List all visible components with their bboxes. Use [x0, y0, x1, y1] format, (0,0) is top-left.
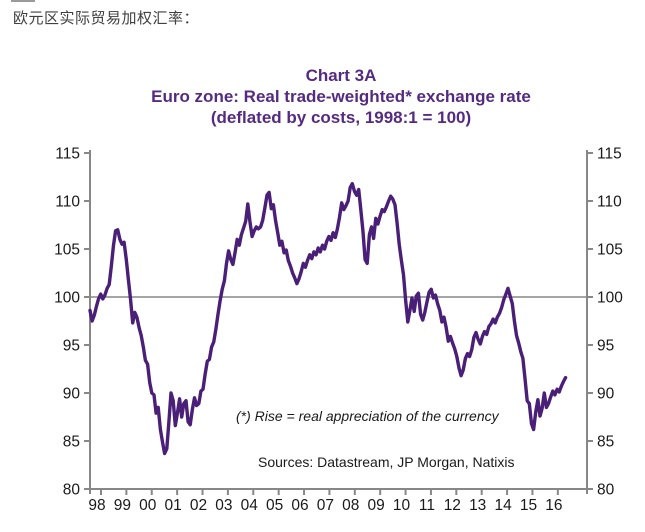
- x-tick-label: 02: [190, 497, 207, 514]
- x-tick-label: 04: [241, 497, 259, 514]
- x-tick-label: 99: [114, 497, 131, 514]
- x-tick-label: 00: [139, 497, 157, 514]
- y-tick-label-left: 95: [63, 338, 80, 355]
- x-tick-label: 05: [266, 497, 283, 514]
- sources-note: Sources: Datastream, JP Morgan, Natixis: [258, 454, 515, 470]
- footnote-annotation: (*) Rise = real appreciation of the curr…: [236, 408, 499, 424]
- chart-title-block: Chart 3A Euro zone: Real trade-weighted*…: [37, 65, 645, 128]
- chart-title: Euro zone: Real trade-weighted* exchange…: [151, 87, 531, 106]
- y-tick-label-right: 100: [597, 290, 623, 307]
- x-tick-label: 08: [342, 497, 359, 514]
- x-tick-label: 01: [165, 497, 182, 514]
- x-tick-label: 13: [469, 497, 486, 514]
- y-tick-label-right: 80: [597, 482, 615, 499]
- y-tick-label-left: 110: [55, 194, 80, 211]
- exchange-rate-series-line: [88, 182, 568, 456]
- y-tick-label-left: 85: [63, 434, 80, 451]
- y-tick-label-right: 95: [597, 338, 614, 355]
- x-tick-label: 11: [419, 497, 435, 514]
- x-tick-label: 06: [291, 497, 308, 514]
- x-tick-label: 07: [317, 497, 334, 514]
- chart-deflator-note: (deflated by costs, 1998:1 = 100): [210, 108, 472, 127]
- x-tick-label: 10: [393, 497, 411, 514]
- y-tick-label-right: 85: [597, 434, 614, 451]
- x-tick-label: 98: [88, 497, 105, 514]
- y-tick-label-right: 110: [597, 194, 622, 211]
- y-tick-label-left: 100: [54, 290, 80, 307]
- page-caption-zh: 欧元区实际贸易加权汇率：: [13, 10, 200, 27]
- y-tick-label-right: 115: [597, 146, 622, 163]
- crop-artifact: [11, 0, 35, 2]
- y-tick-label-right: 90: [597, 386, 615, 403]
- x-tick-label: 12: [444, 497, 461, 514]
- y-tick-label-left: 90: [63, 386, 81, 403]
- x-tick-label: 14: [494, 497, 512, 514]
- x-tick-label: 03: [215, 497, 232, 514]
- y-tick-label-right: 105: [597, 242, 623, 259]
- chart-number: Chart 3A: [305, 66, 377, 85]
- x-tick-label: 09: [368, 497, 385, 514]
- y-tick-label-left: 105: [54, 242, 80, 259]
- x-tick-label: 16: [545, 497, 562, 514]
- y-tick-label-left: 80: [63, 482, 81, 499]
- x-tick-label: 15: [520, 497, 537, 514]
- y-tick-label-left: 115: [55, 146, 80, 163]
